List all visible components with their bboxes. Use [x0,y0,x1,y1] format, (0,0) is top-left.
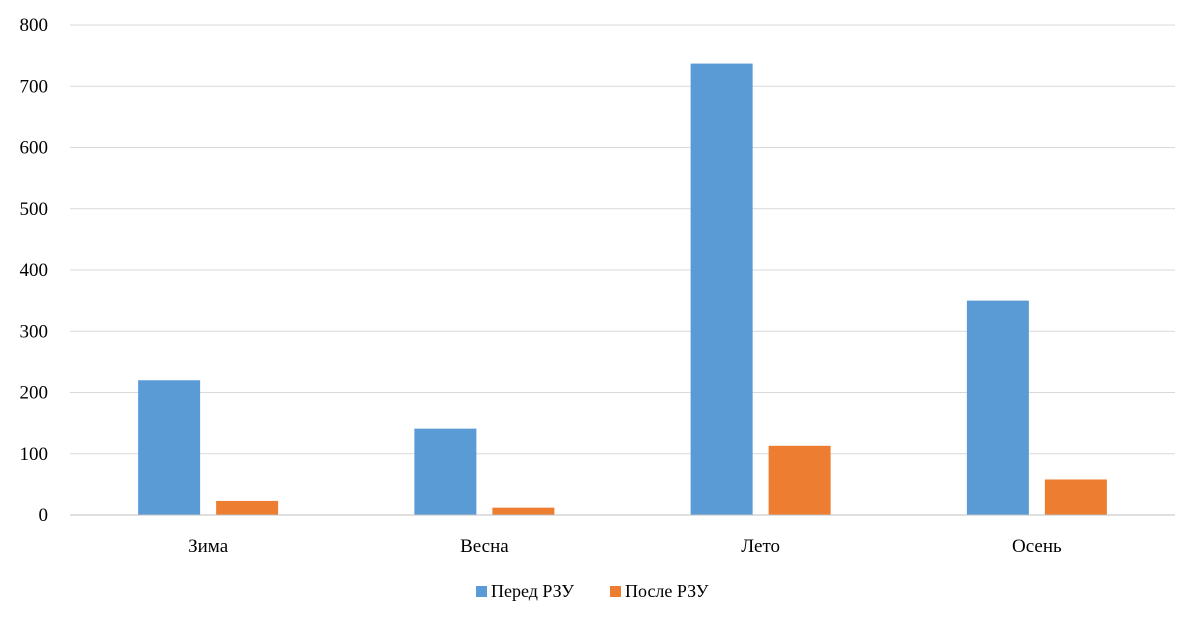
bar-before-2 [690,63,753,516]
legend-swatch-0 [476,586,487,597]
gridlines [70,24,1175,455]
x-category-label: Осень [1012,536,1062,557]
bar-before-1 [414,428,477,515]
x-axis: Зима Весна Лето Осень [70,514,1175,557]
y-tick-label: 400 [20,260,49,281]
bar-after-2 [768,445,831,515]
y-tick-label: 200 [20,383,49,404]
y-tick-label: 600 [20,138,49,159]
bar-after-3 [1044,479,1107,515]
y-tick-label: 300 [20,321,49,342]
bar-before-0 [138,380,201,515]
x-category-label: Лето [741,536,780,557]
y-tick-label: 700 [20,76,49,97]
y-tick-label: 800 [20,15,49,36]
bar-after-1 [492,507,555,515]
x-category-label: Весна [460,536,509,557]
bars [138,63,1107,516]
y-axis-ticks: 0 100 200 300 400 500 600 700 800 [20,15,49,526]
legend-label-1: После РЗУ [625,581,709,601]
y-tick-label: 0 [39,505,49,526]
y-tick-label: 500 [20,199,49,220]
legend-swatch-1 [610,586,621,597]
bar-before-3 [966,300,1029,515]
y-tick-label: 100 [20,444,49,465]
bar-after-0 [216,500,279,515]
legend: Перед РЗУ После РЗУ [476,581,709,601]
legend-label-0: Перед РЗУ [491,581,574,601]
x-category-label: Зима [188,536,229,557]
